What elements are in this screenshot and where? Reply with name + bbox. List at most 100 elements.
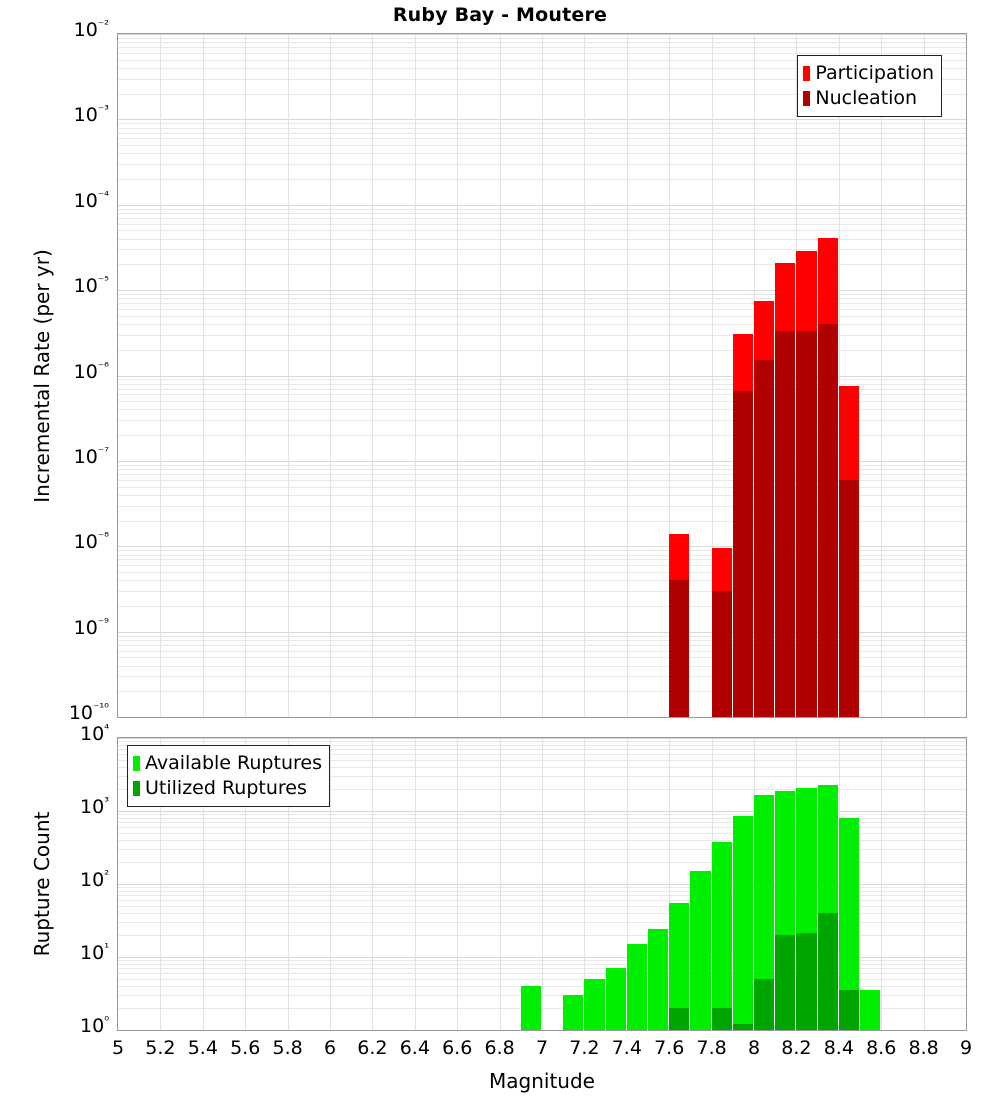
- bar-available-ruptures: [690, 871, 711, 1030]
- vgridline: [330, 34, 331, 717]
- x-tick-label: 8: [747, 1037, 761, 1059]
- vgridline: [584, 738, 585, 1030]
- x-axis-title: Magnitude: [489, 1069, 595, 1093]
- y-tick-label: 10⁴: [80, 721, 109, 745]
- bar-available-ruptures: [669, 902, 690, 1030]
- vgridline: [372, 738, 373, 1030]
- bar-utilized-ruptures: [838, 990, 859, 1030]
- vgridline: [288, 34, 289, 717]
- incremental-rate-panel-y-axis-title: Incremental Rate (per yr): [30, 248, 54, 503]
- vgridline: [372, 34, 373, 717]
- y-tick-label: 10⁰: [80, 1013, 109, 1037]
- vgridline: [712, 34, 713, 717]
- bar-nucleation: [732, 391, 753, 717]
- x-tick-label: 8.2: [781, 1037, 812, 1059]
- bar-available-ruptures: [626, 944, 647, 1030]
- page-title: Ruby Bay - Moutere: [392, 4, 608, 26]
- vgridline: [542, 34, 543, 717]
- vgridline: [245, 738, 246, 1030]
- vgridline: [415, 34, 416, 717]
- vgridline: [160, 738, 161, 1030]
- y-tick-label: 10²: [80, 867, 109, 891]
- legend-item-label: Available Ruptures: [145, 752, 322, 774]
- x-tick-label: 5: [111, 1037, 125, 1059]
- x-tick-label: 6: [323, 1037, 337, 1059]
- vgridline: [288, 738, 289, 1030]
- legend-item: Participation: [803, 61, 934, 86]
- x-tick-label: 8.8: [908, 1037, 939, 1059]
- y-tick-label: 10⁻¹⁰: [68, 700, 109, 724]
- legend-item-label: Participation: [815, 62, 934, 84]
- bar-available-ruptures: [838, 818, 859, 1030]
- x-tick-label: 5.2: [145, 1037, 176, 1059]
- vgridline: [669, 34, 670, 717]
- vgridline: [584, 34, 585, 717]
- y-tick-label: 10⁻⁹: [73, 615, 109, 639]
- x-tick-label: 7.4: [611, 1037, 642, 1059]
- rupture-count-panel-plot-area: [118, 738, 966, 1030]
- x-tick-label: 7.6: [654, 1037, 685, 1059]
- x-tick-label: 5.6: [230, 1037, 261, 1059]
- x-tick-label: 8.4: [823, 1037, 854, 1059]
- vgridline: [500, 738, 501, 1030]
- legend-swatch: [803, 66, 811, 81]
- incremental-rate-panel-legend: Participation Nucleation: [797, 55, 942, 117]
- bar-available-ruptures: [520, 986, 541, 1030]
- vgridline: [330, 738, 331, 1030]
- incremental-rate-panel-plot-area: [118, 34, 966, 717]
- bar-available-ruptures: [732, 816, 753, 1030]
- y-tick-label: 10⁻³: [73, 103, 109, 127]
- legend-swatch: [133, 756, 140, 771]
- y-tick-label: 10⁻⁸: [73, 529, 109, 554]
- bar-nucleation: [838, 479, 859, 717]
- vgridline: [203, 34, 204, 717]
- x-tick-label: 6.6: [442, 1037, 473, 1059]
- vgridline: [542, 738, 543, 1030]
- vgridline: [669, 738, 670, 1030]
- bar-nucleation: [775, 331, 796, 717]
- bar-nucleation: [711, 590, 732, 717]
- x-tick-label: 5.4: [187, 1037, 218, 1059]
- vgridline: [160, 34, 161, 717]
- vgridline: [500, 34, 501, 717]
- vgridline: [457, 738, 458, 1030]
- bar-utilized-ruptures: [711, 1008, 732, 1030]
- legend-item: Utilized Ruptures: [133, 776, 322, 801]
- incremental-rate-panel: [117, 33, 967, 718]
- y-tick-label: 10⁻⁴: [73, 188, 109, 212]
- x-tick-label: 7: [535, 1037, 549, 1059]
- bar-available-ruptures: [860, 990, 881, 1030]
- legend-item-label: Utilized Ruptures: [145, 777, 307, 799]
- bar-available-ruptures: [754, 795, 775, 1030]
- bar-available-ruptures: [584, 978, 605, 1030]
- vgridline: [627, 34, 628, 717]
- bar-nucleation: [817, 324, 838, 717]
- vgridline: [924, 34, 925, 717]
- legend-item: Available Ruptures: [133, 751, 322, 776]
- y-tick-label: 10¹: [80, 940, 109, 964]
- vgridline: [203, 738, 204, 1030]
- legend-item: Nucleation: [803, 86, 934, 111]
- vgridline: [627, 738, 628, 1030]
- x-tick-label: 7.8: [696, 1037, 727, 1059]
- vgridline: [245, 34, 246, 717]
- vgridline: [839, 34, 840, 717]
- legend-item-label: Nucleation: [815, 87, 918, 109]
- vgridline: [881, 738, 882, 1030]
- x-tick-label: 9: [959, 1037, 973, 1059]
- legend-swatch: [133, 781, 140, 796]
- vgridline: [415, 738, 416, 1030]
- rupture-count-panel-y-axis-title: Rupture Count: [30, 811, 54, 957]
- bar-nucleation: [669, 580, 690, 717]
- bar-utilized-ruptures: [796, 933, 817, 1030]
- x-tick-label: 8.6: [866, 1037, 897, 1059]
- bar-available-ruptures: [563, 995, 584, 1030]
- bar-utilized-ruptures: [775, 935, 796, 1030]
- vgridline: [457, 34, 458, 717]
- vgridline: [924, 738, 925, 1030]
- x-tick-label: 6.8: [484, 1037, 515, 1059]
- y-tick-label: 10³: [80, 794, 109, 818]
- x-tick-label: 6.4: [399, 1037, 430, 1059]
- bar-nucleation: [754, 360, 775, 717]
